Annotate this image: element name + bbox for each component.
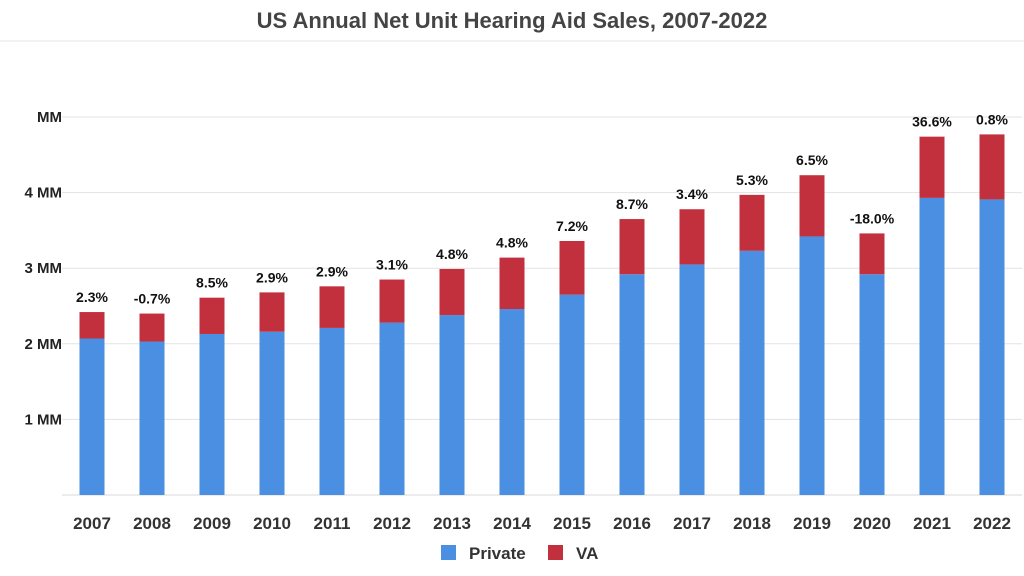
bar-va-2008 <box>139 313 165 342</box>
growth-label-2007: 2.3% <box>76 289 108 305</box>
x-tick-label-2018: 2018 <box>733 514 771 533</box>
growth-label-2012: 3.1% <box>376 257 408 273</box>
legend-swatch-private <box>441 545 456 560</box>
bar-va-2019 <box>799 175 825 237</box>
growth-label-2017: 3.4% <box>676 186 708 202</box>
bar-va-2014 <box>499 257 525 310</box>
growth-label-2011: 2.9% <box>316 263 348 279</box>
growth-label-2014: 4.8% <box>496 235 528 251</box>
legend: Private VA <box>441 544 598 563</box>
bar-private-2014 <box>499 309 525 495</box>
bar-va-2017 <box>679 209 705 265</box>
bars <box>79 134 1005 496</box>
x-tick-label-2009: 2009 <box>193 514 231 533</box>
bar-va-2009 <box>199 297 225 334</box>
y-tick-label: 1 MM <box>25 411 63 428</box>
growth-label-2022: 0.8% <box>976 111 1008 127</box>
bar-private-2017 <box>679 264 705 495</box>
bar-private-2020 <box>859 274 885 495</box>
x-axis: 2007 2008 2009 2010 2011 2012 2013 2014 2015 2016… <box>73 514 1011 533</box>
x-tick-label-2017: 2017 <box>673 514 711 533</box>
x-tick-label-2020: 2020 <box>853 514 891 533</box>
y-tick-label: 4 MM <box>25 185 63 202</box>
growth-label-2008: -0.7% <box>134 291 171 307</box>
bar-va-2013 <box>439 268 465 316</box>
bar-private-2021 <box>919 197 945 495</box>
x-tick-label-2022: 2022 <box>973 514 1011 533</box>
bar-private-2008 <box>139 341 165 495</box>
growth-label-2015: 7.2% <box>556 218 588 234</box>
bar-va-2022 <box>979 134 1005 200</box>
y-tick-label: 2 MM <box>25 336 63 353</box>
x-tick-label-2008: 2008 <box>133 514 171 533</box>
y-tick-label: MM <box>37 109 62 126</box>
bar-private-2015 <box>559 294 585 495</box>
growth-label-2021: 36.6% <box>912 114 952 130</box>
legend-label-private: Private <box>469 544 526 563</box>
bar-private-2012 <box>379 322 405 495</box>
growth-label-2020: -18.0% <box>850 210 895 226</box>
bar-private-2010 <box>259 331 285 495</box>
legend-label-va: VA <box>576 544 598 563</box>
bar-va-2010 <box>259 292 285 332</box>
bar-va-2012 <box>379 279 405 323</box>
bar-private-2009 <box>199 333 225 495</box>
x-tick-label-2016: 2016 <box>613 514 651 533</box>
bar-va-2021 <box>919 136 945 198</box>
bar-va-2016 <box>619 219 645 275</box>
growth-label-2009: 8.5% <box>196 275 228 291</box>
bar-private-2011 <box>319 327 345 495</box>
bar-va-2015 <box>559 240 585 295</box>
bar-private-2018 <box>739 250 765 495</box>
x-tick-label-2011: 2011 <box>314 514 351 533</box>
x-tick-label-2010: 2010 <box>253 514 291 533</box>
y-axis: 1 MM 2 MM 3 MM 4 MM MM <box>25 109 63 428</box>
x-tick-label-2014: 2014 <box>493 514 531 533</box>
bar-va-2018 <box>739 194 765 251</box>
growth-label-2019: 6.5% <box>796 152 828 168</box>
x-tick-label-2012: 2012 <box>373 514 411 533</box>
x-tick-label-2007: 2007 <box>73 514 111 533</box>
chart-title: US Annual Net Unit Hearing Aid Sales, 20… <box>256 8 768 33</box>
x-tick-label-2019: 2019 <box>793 514 831 533</box>
x-tick-label-2013: 2013 <box>433 514 471 533</box>
bar-va-2011 <box>319 286 345 328</box>
growth-label-2016: 8.7% <box>616 196 648 212</box>
growth-label-2010: 2.9% <box>256 269 288 285</box>
bar-va-2007 <box>79 312 105 339</box>
x-tick-label-2015: 2015 <box>553 514 591 533</box>
data-labels: 2.3% -0.7% 8.5% 2.9% 2.9% 3.1% 4.8% 4.8% 7.2% 8.7… <box>76 111 1008 306</box>
bar-private-2016 <box>619 274 645 495</box>
legend-swatch-va <box>548 545 563 560</box>
x-tick-label-2021: 2021 <box>913 514 951 533</box>
y-tick-label: 3 MM <box>25 260 63 277</box>
bar-private-2022 <box>979 199 1005 496</box>
bar-private-2019 <box>799 236 825 495</box>
bar-private-2013 <box>439 315 465 495</box>
bar-private-2007 <box>79 338 105 495</box>
bar-va-2020 <box>859 233 885 275</box>
growth-label-2013: 4.8% <box>436 246 468 262</box>
growth-label-2018: 5.3% <box>736 172 768 188</box>
